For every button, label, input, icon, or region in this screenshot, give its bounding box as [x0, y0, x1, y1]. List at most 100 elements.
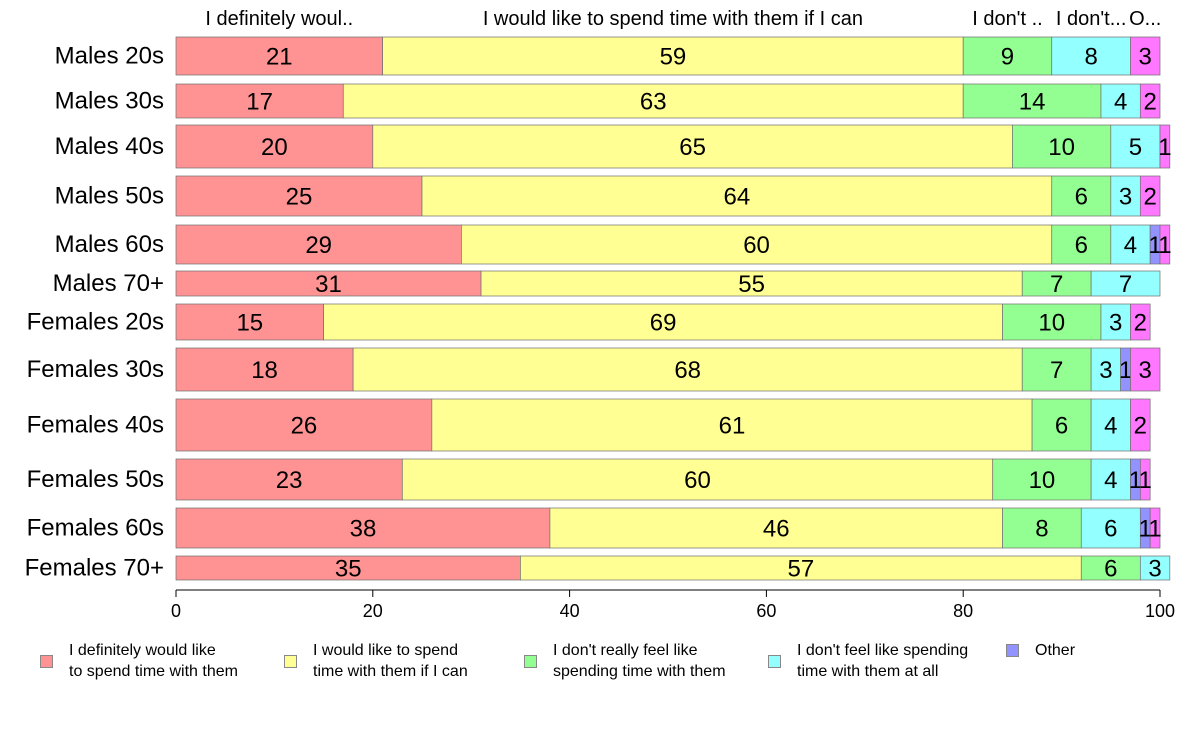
bar-segment	[1159, 224, 1171, 265]
value-label: 31	[315, 271, 342, 298]
bar-segment	[1090, 398, 1131, 452]
value-label: 1	[1129, 467, 1142, 494]
bar-segment	[175, 507, 551, 549]
bar-segment	[352, 347, 1023, 392]
category-label: Males 60s	[55, 231, 164, 258]
legend-label: I would like to spend time with them if …	[313, 642, 468, 680]
bar-segment	[175, 303, 324, 341]
bar-segment	[1051, 36, 1131, 76]
bar-segment	[382, 36, 964, 76]
legend-item: Other	[1006, 640, 1075, 661]
bar-segment	[175, 124, 374, 169]
value-label: 1	[1158, 232, 1171, 259]
legend-item: I don't feel like spending time with the…	[768, 640, 968, 682]
bar-segment	[520, 555, 1082, 581]
bar-segment	[1051, 175, 1112, 217]
value-label: 3	[1148, 556, 1161, 583]
bar-segment	[1130, 398, 1151, 452]
x-tick-label: 20	[363, 601, 383, 621]
bar-segment	[323, 303, 1003, 341]
value-label: 10	[1038, 310, 1065, 337]
top-series-label: O...	[1129, 8, 1161, 30]
value-label: 9	[1001, 44, 1014, 71]
bar-segment	[1002, 507, 1082, 549]
bar-segment	[1080, 555, 1141, 581]
top-labels: I definitely woul.. I would like to spend…	[205, 8, 1161, 30]
bar-segment	[480, 270, 1023, 297]
value-label: 7	[1119, 271, 1132, 298]
bar-segment	[1110, 124, 1161, 169]
value-label: 2	[1134, 413, 1147, 440]
legend-item: I definitely would like to spend time wi…	[40, 640, 238, 682]
legend-swatch	[768, 654, 781, 668]
top-series-label: I don't ..	[972, 8, 1043, 30]
bar-segment	[175, 83, 344, 119]
bar-segment	[1080, 507, 1141, 549]
bar-segment	[1159, 124, 1171, 169]
value-label: 8	[1084, 44, 1097, 71]
value-label: 1	[1148, 516, 1161, 543]
value-label: 6	[1055, 413, 1068, 440]
legend-swatch	[284, 654, 297, 668]
category-label: Males 30s	[55, 88, 164, 115]
legend-label: Other	[1035, 642, 1076, 659]
value-label: 1	[1119, 357, 1132, 384]
value-label: 4	[1104, 467, 1117, 494]
x-tick-label: 0	[171, 601, 181, 621]
x-axis: 0 20 40 60 80 100	[171, 589, 1175, 621]
legend-swatch	[40, 654, 53, 668]
bar-segment	[1090, 347, 1121, 392]
bar-segment	[962, 36, 1053, 76]
bar-segment	[175, 555, 521, 581]
category-label: Females 60s	[27, 515, 164, 542]
bar-segment	[1090, 270, 1161, 297]
value-label: 3	[1139, 44, 1152, 71]
category-label: Females 30s	[27, 356, 164, 383]
category-labels: Males 20s Males 30s Males 40s Males 50s Male…	[25, 43, 164, 582]
category-label: Males 20s	[55, 43, 164, 70]
x-tick-label: 60	[756, 601, 776, 621]
value-label: 63	[640, 89, 667, 116]
legend-label: I don't feel like spending time with the…	[797, 642, 969, 680]
value-label: 1	[1139, 467, 1152, 494]
value-label: 2	[1143, 89, 1156, 116]
value-label: 6	[1104, 516, 1117, 543]
bar-segment	[175, 347, 354, 392]
bar-segment	[1021, 270, 1092, 297]
value-label: 29	[305, 232, 332, 259]
value-label: 4	[1104, 413, 1117, 440]
value-label: 23	[276, 467, 303, 494]
value-label: 1	[1158, 134, 1171, 161]
value-label: 59	[660, 44, 687, 71]
x-tick-label: 40	[560, 601, 580, 621]
value-label: 55	[738, 271, 765, 298]
x-tick-label: 100	[1145, 601, 1175, 621]
category-label: Females 70+	[25, 555, 164, 582]
bar-segment	[1012, 124, 1112, 169]
value-label: 68	[674, 357, 701, 384]
bar-segment	[1031, 398, 1092, 452]
value-label: 1	[1139, 516, 1152, 543]
value-label: 35	[335, 556, 362, 583]
value-label: 7	[1050, 271, 1063, 298]
top-series-label: I don't...	[1056, 8, 1127, 30]
bar-segment	[175, 224, 462, 265]
value-label: 6	[1075, 232, 1088, 259]
category-label: Males 50s	[55, 183, 164, 210]
category-label: Males 70+	[53, 270, 164, 297]
top-series-label: I would like to spend time with them if …	[483, 8, 863, 30]
value-label: 17	[246, 89, 273, 116]
value-label: 18	[251, 357, 278, 384]
bar-segment	[175, 270, 482, 297]
value-label: 8	[1035, 516, 1048, 543]
category-label: Females 20s	[27, 309, 164, 336]
value-label: 1	[1148, 232, 1161, 259]
value-label: 4	[1124, 232, 1137, 259]
bar-segment	[1100, 303, 1131, 341]
bar-segment	[342, 83, 964, 119]
bar-segment	[175, 398, 433, 452]
value-label: 2	[1134, 310, 1147, 337]
bar-segment	[421, 175, 1053, 217]
bar-segment	[461, 224, 1053, 265]
legend-item: I would like to spend time with them if …	[284, 640, 468, 682]
